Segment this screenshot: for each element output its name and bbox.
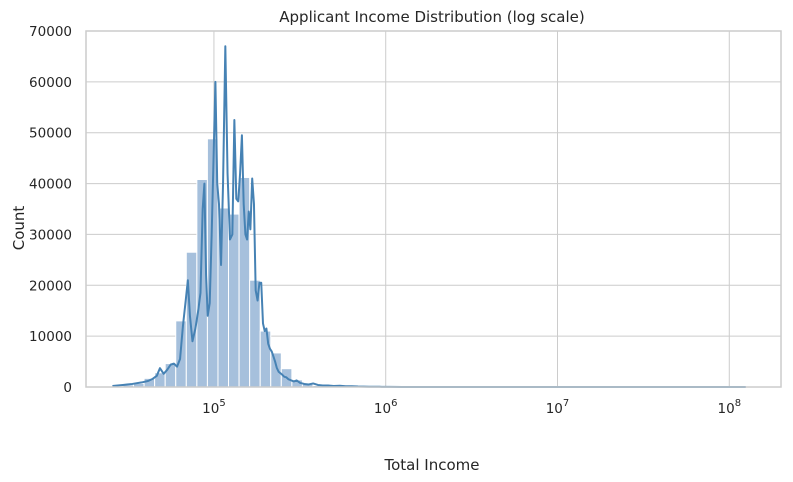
y-tick-label: 50000 bbox=[29, 126, 72, 142]
spine-layer bbox=[85, 30, 782, 388]
x-tick-base: 10 bbox=[546, 401, 563, 417]
y-tick-label: 0 bbox=[63, 380, 72, 396]
x-tick-exponent: 5 bbox=[219, 398, 225, 409]
x-tick-base: 10 bbox=[374, 401, 391, 417]
x-tick-label: 106 bbox=[374, 398, 398, 417]
y-tick-label: 70000 bbox=[29, 24, 72, 40]
histogram-bar bbox=[185, 251, 198, 388]
chart-title: Applicant Income Distribution (log scale… bbox=[279, 8, 584, 26]
x-tick-label: 107 bbox=[546, 398, 570, 417]
x-tick-base: 10 bbox=[202, 401, 219, 417]
x-tick-label: 105 bbox=[202, 398, 226, 417]
y-axis-title: Count bbox=[10, 206, 28, 251]
y-tick-label: 10000 bbox=[29, 329, 72, 345]
x-tick-base: 10 bbox=[718, 401, 735, 417]
x-tick-label: 108 bbox=[718, 398, 742, 417]
y-tick-label: 30000 bbox=[29, 227, 72, 243]
histogram-bar bbox=[164, 363, 177, 388]
kde-layer bbox=[112, 45, 746, 388]
kde-line bbox=[112, 45, 746, 388]
bar-layer bbox=[111, 138, 409, 388]
histogram-bar bbox=[259, 330, 272, 388]
y-tick-label: 20000 bbox=[29, 278, 72, 294]
x-tick-exponent: 6 bbox=[391, 398, 397, 409]
plot-frame bbox=[85, 30, 782, 388]
histogram-bar bbox=[270, 352, 282, 388]
x-tick-exponent: 7 bbox=[563, 398, 569, 409]
x-axis-title: Total Income bbox=[384, 456, 480, 474]
x-tick-exponent: 8 bbox=[735, 398, 741, 409]
y-tick-label: 60000 bbox=[29, 75, 72, 91]
y-tick-label: 40000 bbox=[29, 177, 72, 193]
